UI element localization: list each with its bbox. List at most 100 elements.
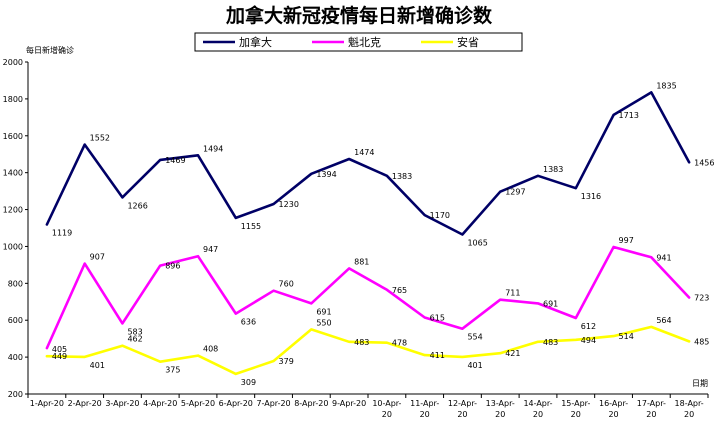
x-tick-label-line: 20: [571, 410, 581, 419]
data-label: 1456: [694, 158, 714, 167]
x-tick-label-line: 4-Apr-20: [143, 399, 177, 408]
x-tick-label: 14-Apr- 20: [523, 399, 552, 419]
data-label: 896: [165, 262, 180, 271]
data-label: 494: [581, 336, 596, 345]
data-label: 375: [165, 366, 180, 375]
legend-label: 魁北克: [348, 35, 381, 49]
y-tick-label: 600: [8, 316, 23, 325]
data-label: 1266: [127, 201, 147, 210]
x-tick-label-line: 16-Apr-: [599, 399, 628, 408]
data-label: 765: [392, 286, 407, 295]
data-label: 421: [505, 349, 520, 358]
series-line-0: [45, 91, 691, 236]
x-tick-label: 9-Apr-20: [332, 399, 366, 408]
data-label: 1494: [203, 144, 223, 153]
data-label: 1552: [90, 134, 110, 143]
data-label: 691: [316, 307, 331, 316]
data-label: 947: [203, 245, 218, 254]
data-label: 1316: [581, 192, 601, 201]
data-label: 379: [279, 357, 294, 366]
data-label: 408: [203, 345, 218, 354]
data-label: 405: [52, 345, 67, 354]
data-label: 907: [90, 253, 105, 262]
x-tick-label-line: 3-Apr-20: [105, 399, 139, 408]
data-label: 1469: [165, 156, 185, 165]
x-tick-label: 11-Apr- 20: [410, 399, 439, 419]
x-axis-label: 日期: [692, 379, 708, 388]
data-label: 760: [279, 280, 294, 289]
data-label: 881: [354, 257, 369, 266]
y-tick-label: 400: [8, 353, 23, 362]
data-label: 691: [543, 299, 558, 308]
y-tick-label: 1400: [3, 169, 23, 178]
x-tick-label-line: 20: [495, 410, 505, 419]
data-label: 1230: [279, 200, 299, 209]
x-tick-label-line: 10-Apr-: [372, 399, 401, 408]
data-label: 485: [694, 337, 709, 346]
x-tick-label: 5-Apr-20: [181, 399, 215, 408]
data-label: 615: [430, 313, 445, 322]
y-tick-label: 200: [8, 390, 23, 399]
data-label: 1394: [316, 170, 336, 179]
x-tick-label: 10-Apr- 20: [372, 399, 401, 419]
y-tick-label: 1000: [3, 242, 23, 251]
x-tick-label-line: 6-Apr-20: [219, 399, 253, 408]
x-tick-label: 3-Apr-20: [105, 399, 139, 408]
y-tick-label: 800: [8, 279, 23, 288]
data-label: 711: [505, 289, 520, 298]
x-tick-label-line: 14-Apr-: [523, 399, 552, 408]
legend-label: 加拿大: [239, 35, 272, 49]
x-tick-label: 17-Apr- 20: [637, 399, 666, 419]
data-label: 1297: [505, 188, 525, 197]
x-tick-label: 13-Apr- 20: [486, 399, 515, 419]
series-lines: [45, 91, 691, 376]
data-label: 550: [316, 318, 331, 327]
x-ticks: 1-Apr-20 2-Apr-20 3-Apr-20 4-Apr-20 5-Apr-20…: [27, 394, 709, 419]
x-tick-label: 1-Apr-20: [30, 399, 64, 408]
x-tick-label-line: 20: [684, 410, 694, 419]
legend-box: [194, 32, 523, 52]
data-label: 401: [90, 361, 105, 370]
chart-title: 加拿大新冠疫情每日新增确诊数: [225, 4, 493, 27]
data-label: 309: [241, 378, 256, 387]
data-label: 636: [241, 318, 256, 327]
x-tick-label-line: 17-Apr-: [637, 399, 666, 408]
x-tick-label: 4-Apr-20: [143, 399, 177, 408]
x-tick-label-line: 11-Apr-: [410, 399, 439, 408]
x-tick-label-line: 18-Apr-: [675, 399, 704, 408]
data-label: 723: [694, 294, 709, 303]
x-tick-label-line: 7-Apr-20: [256, 399, 290, 408]
series-line-1: [45, 245, 691, 350]
x-tick-label: 8-Apr-20: [294, 399, 328, 408]
y-tick-label: 2000: [3, 58, 23, 67]
data-labels: 1119 1552 1266 1469 1494 1155 1230 1394 1474 1383…: [52, 81, 715, 386]
legend: 加拿大 魁北克 安省: [194, 32, 523, 52]
x-tick-label-line: 8-Apr-20: [294, 399, 328, 408]
data-label: 564: [656, 316, 671, 325]
data-label: 1065: [467, 238, 487, 247]
data-label: 1155: [241, 222, 261, 231]
x-tick-label: 12-Apr- 20: [448, 399, 477, 419]
series-line-2: [45, 325, 691, 376]
x-tick-label-line: 13-Apr-: [486, 399, 515, 408]
y-tick-label: 1800: [3, 95, 23, 104]
data-label: 612: [581, 322, 596, 331]
data-label: 1170: [430, 211, 450, 220]
x-tick-label: 15-Apr- 20: [561, 399, 590, 419]
x-tick-label-line: 20: [646, 410, 656, 419]
y-tick-label: 1200: [3, 206, 23, 215]
x-tick-label: 6-Apr-20: [219, 399, 253, 408]
y-axis-label: 每日新增确诊: [26, 45, 74, 55]
data-label: 554: [467, 333, 482, 342]
data-label: 583: [127, 327, 142, 336]
y-ticks: 200 400 600 800 1000 1200 1400 1600 1800 2000: [3, 58, 28, 399]
y-tick-label: 1600: [3, 132, 23, 141]
data-label: 941: [656, 253, 671, 262]
x-tick-label-line: 20: [382, 410, 392, 419]
data-label: 483: [354, 338, 369, 347]
x-tick-label: 16-Apr- 20: [599, 399, 628, 419]
data-label: 1713: [619, 111, 639, 120]
data-label: 997: [619, 236, 634, 245]
legend-label: 安省: [457, 35, 479, 49]
